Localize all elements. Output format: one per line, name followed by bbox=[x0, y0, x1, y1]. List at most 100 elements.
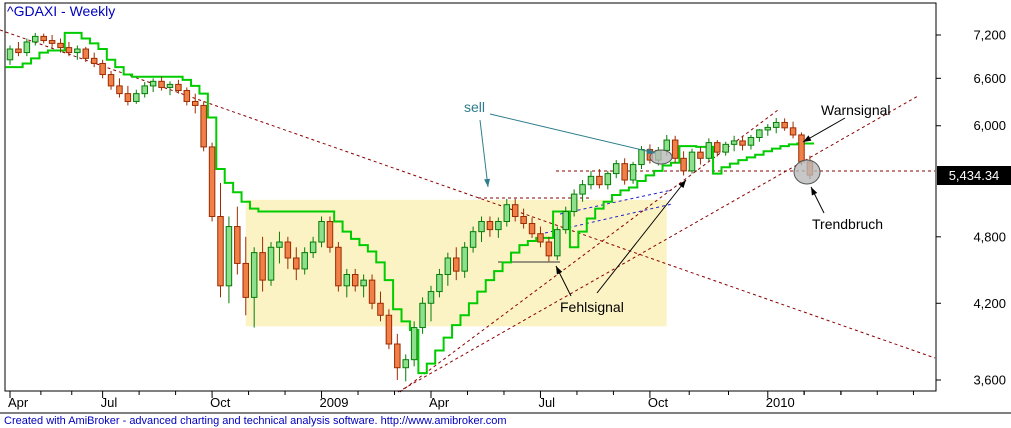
candle-body bbox=[250, 252, 258, 298]
candle-body bbox=[326, 220, 334, 248]
candle-body bbox=[798, 134, 805, 163]
last-price-tag: 5,434.34 bbox=[937, 166, 1011, 185]
candle-body bbox=[200, 104, 207, 148]
candle-body bbox=[747, 136, 755, 146]
candle-body bbox=[175, 83, 182, 92]
trendline bbox=[399, 109, 779, 393]
candle-body bbox=[528, 223, 536, 235]
candle-body bbox=[781, 121, 788, 129]
candle-body bbox=[436, 273, 443, 293]
candle-body bbox=[116, 85, 123, 95]
candle-body bbox=[469, 231, 477, 248]
candle-body bbox=[99, 62, 106, 76]
candle-body bbox=[511, 204, 519, 217]
candle-body bbox=[604, 173, 612, 186]
trendline bbox=[397, 95, 919, 393]
candle-body bbox=[772, 121, 780, 128]
candle-body bbox=[486, 220, 494, 231]
x-axis-label: 2009 bbox=[320, 395, 349, 410]
candle-body bbox=[141, 85, 148, 95]
candle-body bbox=[217, 215, 224, 287]
candle-body bbox=[495, 220, 502, 231]
blue-pattern-line bbox=[544, 203, 673, 234]
trendbruch-annotation: Trendbruch bbox=[812, 216, 884, 232]
candle-body bbox=[82, 48, 90, 59]
candle-body bbox=[57, 42, 64, 49]
candle-body bbox=[360, 279, 367, 287]
sell-arrow-head bbox=[646, 148, 655, 155]
candle-body bbox=[562, 211, 569, 231]
candle-body bbox=[166, 83, 174, 88]
y-axis-label: 6,000 bbox=[973, 118, 1006, 133]
candle-body bbox=[739, 140, 746, 146]
candle-body bbox=[453, 257, 460, 272]
candle-body bbox=[638, 149, 645, 166]
x-axis-label: Apr bbox=[429, 395, 450, 410]
annotation-arrow bbox=[802, 117, 846, 143]
x-axis-label: Jul bbox=[538, 395, 555, 410]
x-axis-label: 2010 bbox=[766, 395, 795, 410]
candle-body bbox=[183, 90, 191, 102]
annotation-arrow-head bbox=[811, 187, 818, 196]
blue-pattern-line bbox=[559, 189, 673, 215]
candle-body bbox=[554, 229, 561, 257]
y-axis-label: 4,800 bbox=[973, 229, 1006, 244]
candle-body bbox=[612, 163, 620, 175]
fehlsignal-annotation: Fehlsignal bbox=[560, 299, 624, 315]
candle-body bbox=[663, 139, 671, 151]
candle-body bbox=[714, 142, 721, 153]
x-axis-label: Oct bbox=[210, 395, 231, 410]
candle-body bbox=[107, 74, 115, 87]
candle-body bbox=[587, 175, 595, 186]
candle-body bbox=[6, 48, 14, 61]
candle-body bbox=[242, 262, 250, 298]
candle-body bbox=[208, 146, 216, 217]
candle-body bbox=[276, 241, 283, 248]
candle-body bbox=[48, 40, 56, 44]
signal-ellipse bbox=[793, 159, 821, 185]
candle-body bbox=[225, 226, 233, 287]
candle-body bbox=[629, 164, 637, 181]
x-axis-label: Oct bbox=[648, 395, 669, 410]
candle-body bbox=[293, 257, 300, 270]
candle-body bbox=[191, 100, 199, 106]
chart-title: ^GDAXI - Weekly bbox=[7, 3, 116, 19]
candle-body bbox=[133, 93, 140, 102]
y-axis-label: 7,200 bbox=[973, 28, 1006, 43]
candle-body bbox=[402, 359, 409, 369]
candle-body bbox=[309, 241, 317, 254]
candle-body bbox=[259, 252, 266, 281]
candle-body bbox=[410, 327, 418, 361]
candle-body bbox=[789, 127, 797, 136]
annotation-arrow-head bbox=[678, 180, 686, 189]
annotation-arrow bbox=[596, 179, 687, 294]
candle-body bbox=[15, 48, 22, 54]
x-axis-label: Apr bbox=[8, 395, 29, 410]
annotation-arrow-head bbox=[556, 266, 563, 275]
y-axis-label: 3,600 bbox=[973, 373, 1006, 388]
candle-body bbox=[444, 257, 452, 275]
candle-body bbox=[419, 302, 426, 329]
candle-body bbox=[377, 302, 384, 316]
y-axis-label: 4,200 bbox=[973, 296, 1006, 311]
x-axis-label: Jul bbox=[101, 395, 118, 410]
candle-body bbox=[267, 246, 275, 281]
candle-body bbox=[234, 226, 241, 264]
candle-body bbox=[90, 57, 98, 64]
candle-body bbox=[32, 35, 39, 43]
candle-body bbox=[343, 273, 351, 287]
candle-body bbox=[579, 184, 586, 195]
candle-body bbox=[537, 233, 544, 243]
candle-body bbox=[65, 47, 73, 54]
candle-body bbox=[158, 80, 165, 88]
sell-arrow-head bbox=[484, 178, 491, 187]
candle-body bbox=[545, 241, 553, 257]
y-axis-label: 6,600 bbox=[973, 71, 1006, 86]
candle-body bbox=[520, 215, 527, 225]
candle-body bbox=[318, 220, 325, 243]
candle-body bbox=[478, 220, 485, 233]
candle-body bbox=[335, 246, 342, 287]
warnsignal-annotation: Warnsignal bbox=[821, 102, 891, 118]
candle-body bbox=[764, 126, 772, 131]
